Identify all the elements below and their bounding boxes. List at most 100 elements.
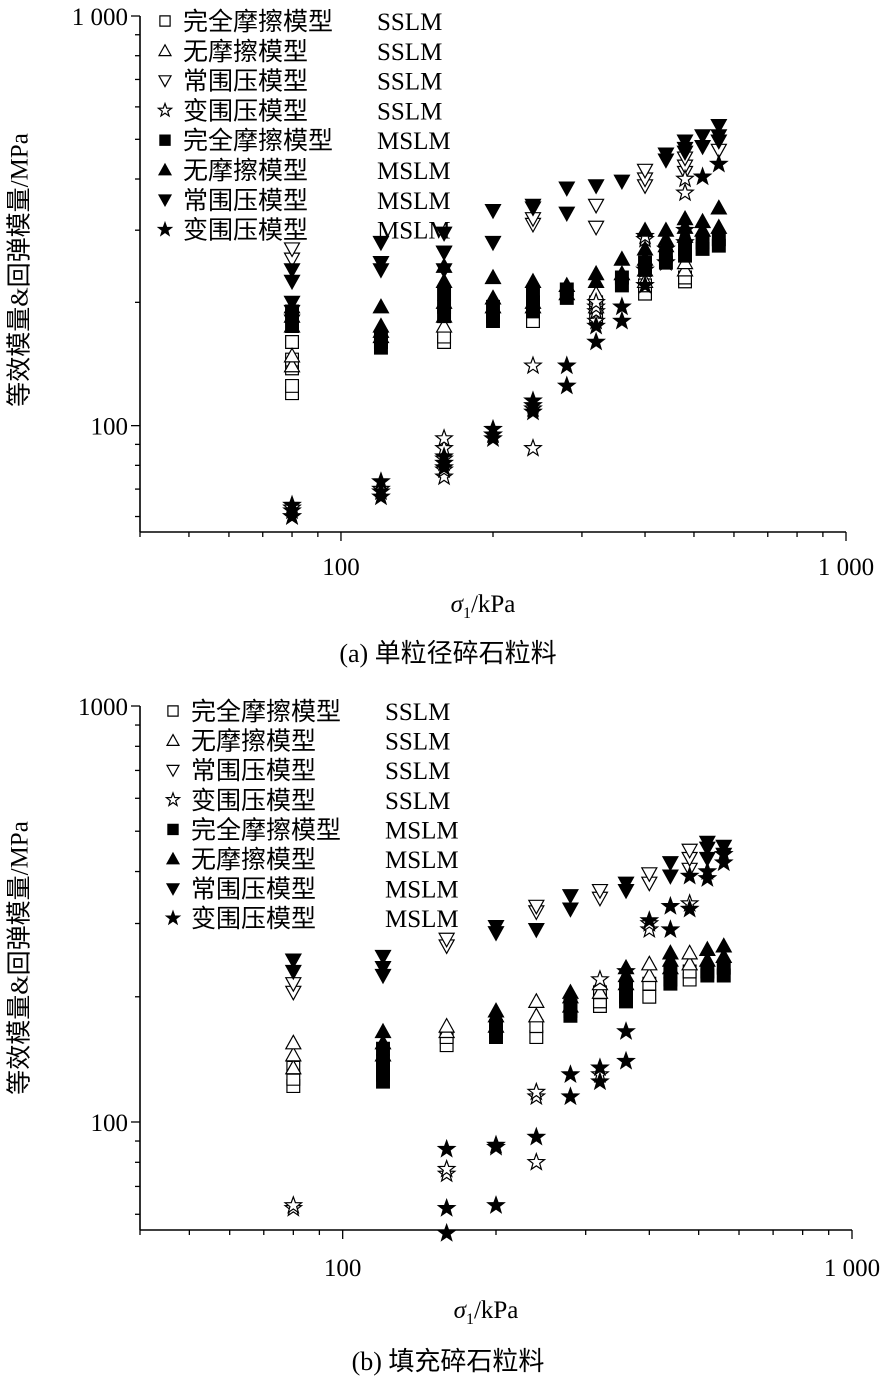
data-point <box>694 212 712 229</box>
data-point <box>681 843 699 859</box>
data-point <box>613 250 631 266</box>
data-point <box>613 174 631 190</box>
data-point <box>283 357 301 373</box>
x-axis-label-subscript: 1 <box>466 1311 474 1328</box>
series-triangle-up-open <box>284 944 699 1075</box>
data-point <box>284 1046 302 1062</box>
data-point <box>590 969 610 988</box>
legend-label: 变围压模型 <box>183 217 308 245</box>
series-triangle-up-filled <box>374 937 733 1062</box>
data-point <box>435 317 453 333</box>
series-triangle-down-open <box>283 143 728 268</box>
data-point <box>715 947 733 964</box>
x-tick-label: 1 000 <box>818 554 874 581</box>
series-square-open <box>285 270 692 401</box>
legend-model: MSLM <box>377 158 451 185</box>
data-point <box>640 966 658 983</box>
data-point <box>523 355 543 375</box>
data-point <box>612 296 632 316</box>
data-point <box>694 221 712 237</box>
legend-marker <box>164 909 182 926</box>
y-tick-label: 100 <box>91 414 129 441</box>
data-point <box>435 293 453 309</box>
data-point <box>698 940 716 956</box>
data-point <box>586 331 606 351</box>
data-point <box>616 961 636 980</box>
data-point <box>438 932 456 948</box>
data-point <box>587 264 605 281</box>
data-point <box>372 256 390 272</box>
data-point <box>484 298 502 314</box>
legend-marker <box>165 883 181 896</box>
data-point <box>613 264 631 281</box>
data-point <box>561 983 579 999</box>
data-point <box>587 179 605 195</box>
data-point <box>526 1151 547 1171</box>
data-point <box>523 401 543 421</box>
data-point <box>487 919 505 936</box>
data-point <box>586 315 606 335</box>
data-point <box>434 452 454 472</box>
x-axis-label: σ1/kPa <box>454 1297 519 1328</box>
data-point <box>374 1022 392 1039</box>
data-point <box>612 310 632 330</box>
data-point <box>675 182 695 202</box>
data-point <box>283 1195 304 1214</box>
data-point <box>657 147 675 163</box>
data-point <box>285 378 300 393</box>
data-point <box>484 203 502 220</box>
data-point <box>524 272 542 288</box>
data-point <box>435 272 453 288</box>
data-point <box>692 166 713 186</box>
legend-model: SSLM <box>385 729 450 756</box>
data-point <box>523 437 543 457</box>
data-point <box>636 163 654 180</box>
legend-marker <box>157 162 173 176</box>
data-point <box>561 902 579 918</box>
legend-model: SSLM <box>385 788 450 815</box>
data-point <box>635 259 655 279</box>
data-point <box>697 868 718 887</box>
legend-model: SSLM <box>377 98 442 125</box>
data-point <box>484 289 502 305</box>
legend-label: 变围压模型 <box>191 787 316 815</box>
data-point <box>524 198 542 215</box>
data-point <box>710 218 728 234</box>
series-triangle-up-filled <box>283 199 728 344</box>
legend-label: 常围压模型 <box>191 876 316 904</box>
data-point <box>675 219 695 239</box>
data-point <box>484 268 502 285</box>
data-point <box>591 983 609 999</box>
data-point <box>616 1050 636 1070</box>
y-axis-label: 等效模量&回弹模量/MPa <box>6 133 34 407</box>
legend-marker <box>165 764 181 778</box>
data-point <box>486 1195 506 1214</box>
legend-model: MSLM <box>385 847 459 874</box>
data-point <box>524 293 542 309</box>
data-point <box>708 153 729 173</box>
x-tick-label: 100 <box>324 1255 362 1282</box>
legend-label: 完全摩擦模型 <box>191 816 341 844</box>
data-point <box>523 390 543 410</box>
data-point <box>371 471 391 491</box>
data-point <box>715 937 733 953</box>
data-point <box>695 235 710 250</box>
legend-marker <box>165 733 181 746</box>
data-point <box>639 910 660 929</box>
data-point <box>371 486 391 506</box>
data-point <box>681 955 699 971</box>
legend-label: 常围压模型 <box>183 187 308 215</box>
data-point <box>372 327 390 344</box>
data-point <box>561 997 579 1013</box>
series-star-open <box>282 168 695 525</box>
data-point <box>435 263 453 279</box>
legend-label: 无摩擦模型 <box>183 157 308 185</box>
data-point <box>587 220 605 236</box>
data-point <box>283 242 301 258</box>
data-point <box>679 865 700 885</box>
data-point <box>636 240 654 256</box>
legend-model: SSLM <box>385 758 450 785</box>
x-tick-label: 100 <box>322 554 360 581</box>
data-point <box>591 883 609 900</box>
